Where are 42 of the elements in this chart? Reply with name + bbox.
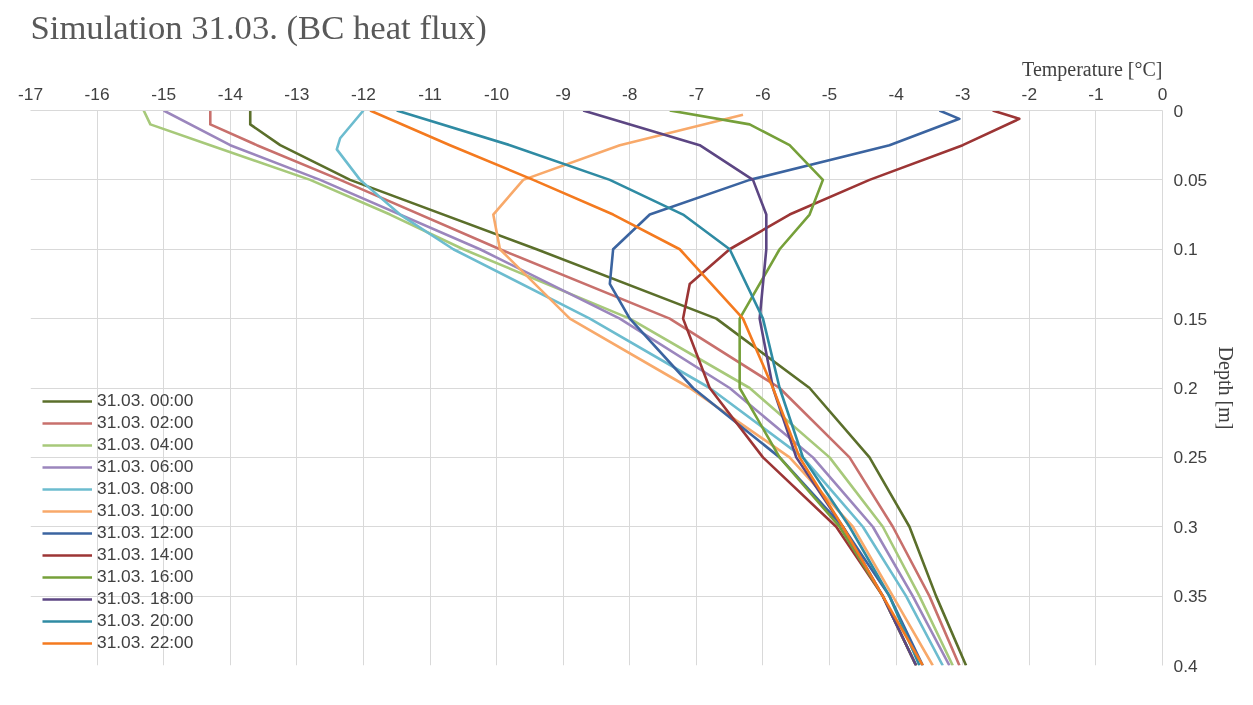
y-tick-label: 0.2 <box>1173 378 1198 398</box>
y-tick-label: 0.4 <box>1173 655 1198 676</box>
legend-label: 31.03. 10:00 <box>97 500 194 521</box>
x-tick-label: -10 <box>484 83 510 104</box>
legend-label: 31.03. 02:00 <box>97 412 194 433</box>
legend-label: 31.03. 00:00 <box>97 390 194 411</box>
x-tick-label: -6 <box>755 83 771 104</box>
y-tick-label: 0.3 <box>1173 516 1198 537</box>
x-tick-label: -2 <box>1021 83 1038 104</box>
y-tick-label: 0.35 <box>1173 586 1208 607</box>
x-tick-label: 0 <box>1157 83 1168 104</box>
legend-label: 31.03. 22:00 <box>97 632 194 653</box>
x-tick-label: -11 <box>418 83 442 104</box>
y-tick-label: 0.15 <box>1173 308 1208 329</box>
y-tick-label: 0.05 <box>1173 169 1208 190</box>
x-tick-label: -12 <box>350 83 376 104</box>
x-tick-label: -14 <box>217 83 244 104</box>
legend-label: 31.03. 14:00 <box>97 544 194 565</box>
x-tick-label: -8 <box>622 83 638 104</box>
x-tick-label: -9 <box>555 83 571 104</box>
legend-label: 31.03. 18:00 <box>97 588 194 609</box>
legend-label: 31.03. 20:00 <box>97 610 194 631</box>
x-tick-label: -4 <box>888 83 905 104</box>
x-tick-label: -15 <box>151 83 177 104</box>
y-tick-label: 0 <box>1173 100 1184 121</box>
chart-title: Simulation 31.03. (BC heat flux) <box>30 7 487 47</box>
legend-label: 31.03. 16:00 <box>97 566 194 587</box>
legend-label: 31.03. 06:00 <box>97 456 194 477</box>
x-tick-label: -7 <box>688 83 705 104</box>
x-tick-label: -13 <box>284 83 310 104</box>
legend-label: 31.03. 12:00 <box>97 522 194 543</box>
x-tick-label: -17 <box>17 83 44 104</box>
x-tick-label: -3 <box>955 83 971 104</box>
legend-label: 31.03. 04:00 <box>97 434 194 455</box>
legend-label: 31.03. 08:00 <box>97 478 194 499</box>
x-tick-label: -1 <box>1088 83 1104 104</box>
y-tick-label: 0.1 <box>1173 239 1198 260</box>
x-tick-label: -5 <box>821 83 838 104</box>
y-axis-title: Depth [m] <box>1214 346 1238 430</box>
x-tick-label: -16 <box>84 83 110 104</box>
y-tick-label: 0.25 <box>1173 447 1208 468</box>
x-axis-title: Temperature [°C] <box>1022 57 1163 81</box>
